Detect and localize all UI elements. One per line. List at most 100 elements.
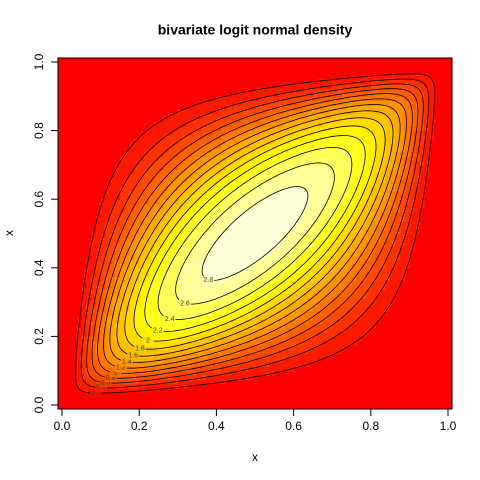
density-cell bbox=[317, 177, 324, 183]
density-cell bbox=[332, 349, 338, 355]
density-cell bbox=[399, 113, 406, 119]
density-cell bbox=[337, 242, 343, 247]
density-cell bbox=[168, 134, 174, 140]
density-cell bbox=[177, 190, 184, 196]
density-cell bbox=[158, 370, 164, 376]
density-cell bbox=[259, 160, 266, 166]
density-cell bbox=[279, 242, 285, 247]
density-cell bbox=[351, 186, 357, 192]
density-cell bbox=[341, 344, 348, 350]
density-cell bbox=[332, 182, 338, 187]
density-cell bbox=[119, 233, 126, 239]
density-cell bbox=[288, 207, 295, 213]
density-cell bbox=[90, 276, 97, 282]
density-cell bbox=[380, 289, 386, 295]
density-cell bbox=[327, 104, 333, 110]
density-cell bbox=[230, 126, 237, 132]
density-cell bbox=[332, 126, 338, 132]
density-cell bbox=[177, 319, 184, 325]
density-cell bbox=[341, 199, 348, 205]
density-cell bbox=[144, 220, 150, 226]
density-cell bbox=[341, 340, 348, 346]
density-cell bbox=[288, 242, 295, 247]
density-cell bbox=[158, 366, 164, 372]
density-cell bbox=[255, 272, 261, 277]
density-cell bbox=[153, 160, 160, 166]
density-cell bbox=[168, 272, 174, 277]
density-cell bbox=[211, 306, 217, 312]
density-cell bbox=[90, 267, 97, 273]
density-cell bbox=[105, 319, 111, 325]
density-cell bbox=[139, 263, 145, 269]
density-cell bbox=[288, 302, 295, 307]
density-cell bbox=[177, 310, 184, 316]
density-cell bbox=[390, 104, 396, 110]
density-cell bbox=[423, 164, 430, 170]
density-cell bbox=[264, 117, 271, 123]
density-cell bbox=[163, 340, 169, 346]
density-cell bbox=[250, 139, 256, 145]
density-cell bbox=[317, 332, 324, 337]
density-cell bbox=[124, 319, 131, 325]
density-cell bbox=[380, 220, 386, 226]
density-cell bbox=[399, 156, 406, 162]
density-cell bbox=[298, 100, 304, 106]
density-cell bbox=[414, 169, 420, 175]
density-cell bbox=[259, 113, 266, 119]
density-cell bbox=[139, 237, 145, 243]
density-cell bbox=[216, 242, 222, 247]
density-cell bbox=[197, 130, 203, 136]
density-cell bbox=[337, 169, 343, 175]
density-cell bbox=[76, 383, 82, 389]
density-cell bbox=[279, 284, 285, 290]
density-cell bbox=[293, 327, 300, 333]
density-cell bbox=[221, 199, 227, 205]
density-cell bbox=[404, 246, 410, 252]
density-cell bbox=[332, 113, 338, 119]
density-cell bbox=[269, 220, 275, 226]
density-cell bbox=[226, 272, 232, 277]
density-cell bbox=[110, 332, 116, 337]
density-cell bbox=[380, 302, 386, 307]
density-cell bbox=[293, 267, 300, 273]
density-cell bbox=[95, 293, 102, 299]
density-cell bbox=[322, 152, 328, 157]
density-cell bbox=[197, 323, 203, 329]
density-cell bbox=[264, 237, 271, 243]
density-cell bbox=[327, 336, 333, 342]
density-cell bbox=[365, 314, 372, 320]
density-cell bbox=[283, 224, 290, 230]
density-cell bbox=[187, 272, 193, 277]
density-cell bbox=[187, 194, 193, 200]
density-cell bbox=[250, 314, 256, 320]
density-cell bbox=[230, 96, 237, 102]
density-cell bbox=[337, 156, 343, 162]
density-cell bbox=[187, 147, 193, 153]
density-cell bbox=[197, 332, 203, 337]
density-cell bbox=[317, 233, 324, 239]
density-cell bbox=[86, 344, 92, 350]
density-cell bbox=[293, 314, 300, 320]
density-cell bbox=[269, 156, 275, 162]
density-cell bbox=[163, 383, 169, 389]
density-cell bbox=[105, 280, 111, 286]
density-cell bbox=[129, 293, 135, 299]
density-cell bbox=[341, 130, 348, 136]
density-cell bbox=[192, 194, 198, 200]
density-cell bbox=[404, 169, 410, 175]
density-cell bbox=[312, 173, 319, 179]
density-cell bbox=[105, 357, 111, 363]
density-cell bbox=[337, 323, 343, 329]
density-cell bbox=[168, 164, 174, 170]
density-cell bbox=[119, 156, 126, 162]
density-cell bbox=[423, 130, 430, 136]
density-cell bbox=[245, 194, 251, 200]
density-cell bbox=[337, 147, 343, 153]
density-cell bbox=[230, 100, 237, 106]
density-cell bbox=[351, 212, 357, 217]
density-cell bbox=[206, 216, 213, 222]
density-cell bbox=[356, 293, 362, 299]
density-cell bbox=[206, 104, 213, 110]
density-cell bbox=[283, 220, 290, 226]
density-cell bbox=[264, 199, 271, 205]
